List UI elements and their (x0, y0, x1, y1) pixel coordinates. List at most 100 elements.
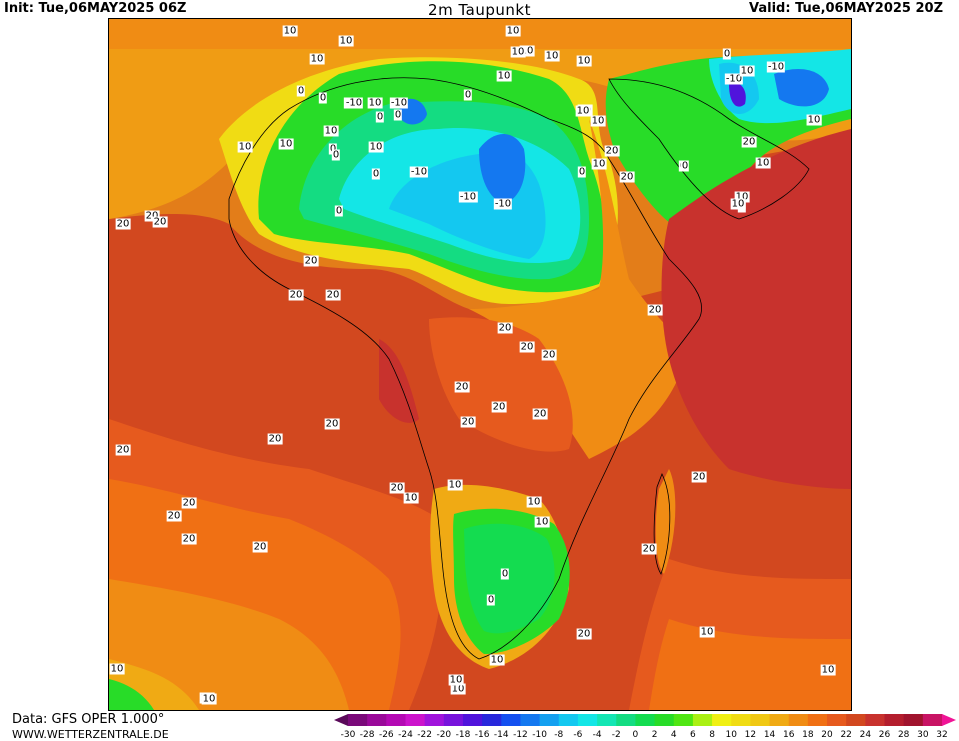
colorbar-swatch (558, 714, 579, 726)
colorbar-tick-label: 20 (821, 730, 833, 740)
colorbar-swatch (462, 714, 483, 726)
contour-label: 10 (450, 683, 466, 695)
colorbar-tick-label: -28 (359, 730, 375, 740)
far-south-indian-zone (649, 619, 851, 710)
data-source: Data: GFS OPER 1.000° (12, 712, 165, 727)
contour-label: 20 (303, 255, 319, 267)
contour-label: 0 (722, 48, 732, 60)
colorbar-tick-label: 10 (725, 730, 737, 740)
contour-label: 0 (486, 594, 496, 606)
contour-label: 20 (691, 471, 707, 483)
colorbar-swatch (922, 714, 943, 726)
contour-label: -10 (766, 61, 786, 73)
colorbar-tick-label: -2 (611, 730, 621, 740)
colorbar-tick-label: -24 (398, 730, 413, 740)
contour-label: 10 (576, 55, 592, 67)
contour-label: 10 (806, 114, 822, 126)
madagascar-zone (655, 469, 676, 574)
contour-label: 0 (500, 568, 510, 580)
contour-label: 20 (389, 482, 405, 494)
contour-label: 0 (393, 109, 403, 121)
contour-label: 10 (590, 115, 606, 127)
contour-label: 20 (144, 210, 160, 222)
contour-label: 10 (505, 25, 521, 37)
colorbar-tick-label: -20 (436, 730, 452, 740)
contour-label: 20 (497, 322, 513, 334)
colorbar-tick-label: -22 (417, 730, 432, 740)
colorbar-tick-label: 14 (763, 730, 776, 740)
contour-label: 20 (267, 433, 283, 445)
colorbar-swatch (520, 714, 541, 726)
contour-label: 20 (454, 381, 470, 393)
colorbar-tick-label: -4 (592, 730, 602, 740)
colorbar-tick-label: 8 (709, 730, 715, 740)
contour-label: 20 (576, 628, 592, 640)
colorbar-tick-label: -18 (455, 730, 471, 740)
colorbar-swatch (597, 714, 617, 726)
contour-label: 20 (491, 401, 507, 413)
contour-label: 20 (325, 289, 341, 301)
sw-corner-green (109, 679, 154, 710)
contour-label: 10 (544, 50, 560, 62)
east-africa-orange-zone (469, 119, 689, 459)
contour-label: 20 (288, 289, 304, 301)
colorbar-swatch (405, 714, 426, 726)
colorbar-swatch (807, 714, 828, 726)
iraq-purple-zone (729, 82, 746, 107)
colorbar-tick-label: 32 (936, 730, 948, 740)
colorbar-tick-label: -26 (378, 730, 394, 740)
contour-label: 10 (309, 53, 325, 65)
colorbar-swatch (501, 714, 521, 726)
colorbar-swatch (424, 714, 445, 726)
arabia-coastline (608, 78, 810, 220)
contour-label: 20 (519, 341, 535, 353)
colorbar-swatch (846, 714, 866, 726)
colorbar-swatch (750, 714, 771, 726)
contour-label: 20 (115, 218, 131, 230)
colorbar-swatch (731, 714, 751, 726)
dewpoint-map: 1010100010101001010101010-1010-1000-10-1… (108, 18, 852, 711)
colorbar-swatch (367, 714, 387, 726)
contour-label: 10 (367, 97, 383, 109)
contour-label: 10 (510, 46, 526, 58)
contour-label: 0 (296, 85, 306, 97)
contour-label: 10 (403, 492, 419, 504)
colorbar-tick-label: -30 (340, 730, 356, 740)
contour-label: 10 (820, 664, 836, 676)
contour-label: 0 (328, 143, 338, 155)
colorbar-tick-label: -14 (493, 730, 509, 740)
contour-label: 10 (278, 138, 294, 150)
contour-label: -10 (344, 97, 364, 109)
website-credit: WWW.WETTERZENTRALE.DE (12, 728, 169, 741)
contour-label: -10 (409, 166, 429, 178)
contour-label: 20 (741, 136, 757, 148)
colorbar-swatch (616, 714, 636, 726)
contour-label: 10 (591, 158, 607, 170)
valid-time: Valid: Tue,06MAY2025 20Z (749, 1, 943, 16)
contour-label: 20 (532, 408, 548, 420)
colorbar-tick-label: 28 (897, 730, 910, 740)
colorbar-swatch (348, 714, 368, 726)
colorbar-legend: -30 -28 -26 -24 -22 -20 -18 -16 -14 -12 -10 -8 -6 -4-… (334, 713, 956, 741)
contour-label: 20 (641, 543, 657, 555)
contour-label: 10 (368, 141, 384, 153)
colorbar-swatch (577, 714, 598, 726)
colorbar-swatch (635, 714, 656, 726)
contour-label: 10 (519, 45, 535, 57)
colorbar-tick-label: 4 (670, 730, 677, 740)
contour-label: 10 (447, 479, 463, 491)
colorbar-tick-label: 2 (651, 730, 658, 740)
africa-coastline (228, 77, 702, 660)
contour-label: 20 (181, 533, 197, 545)
contour-label: 20 (152, 216, 168, 228)
colorbar-tick-label: 26 (878, 730, 891, 740)
colorbar-tick-label: 0 (632, 730, 639, 740)
contour-label: 10 (338, 35, 354, 47)
contour-label: 20 (541, 349, 557, 361)
contour-label: 0 (375, 111, 385, 123)
kalahari-green-zone (464, 523, 555, 634)
colorbar-tick-label: -16 (474, 730, 490, 740)
contour-label: 10 (282, 25, 298, 37)
colorbar-tick-label: 22 (840, 730, 852, 740)
contour-label: 10 (734, 191, 750, 203)
